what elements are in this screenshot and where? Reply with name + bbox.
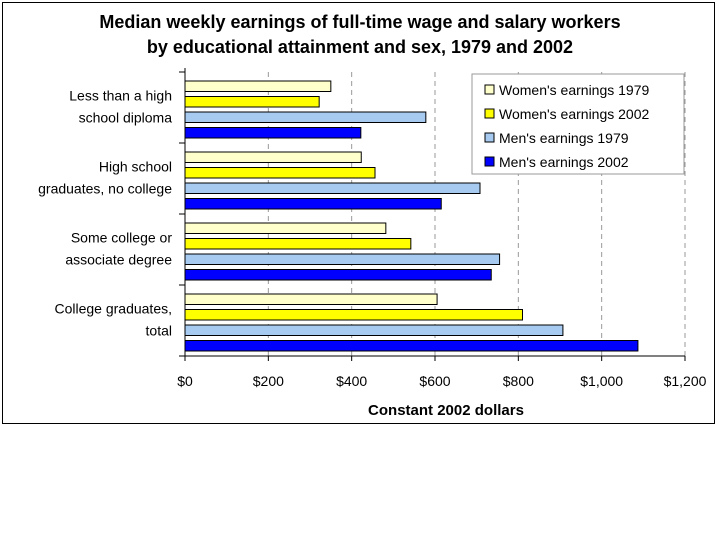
bar <box>184 198 442 210</box>
bar <box>184 80 332 92</box>
bar <box>184 309 523 321</box>
category-label: Some college or <box>71 230 173 246</box>
category-label: College graduates, <box>54 301 172 317</box>
legend-label: Women's earnings 1979 <box>499 82 649 98</box>
x-tick-label: $400 <box>336 373 367 389</box>
category-label: High school <box>99 159 172 175</box>
x-tick-label: $1,200 <box>664 373 707 389</box>
chart-frame <box>2 2 715 424</box>
bar <box>184 253 501 265</box>
bar <box>184 293 438 305</box>
bar <box>184 269 492 281</box>
bar <box>184 96 320 108</box>
bar <box>184 182 481 194</box>
bar <box>184 127 362 139</box>
legend-box <box>471 73 685 175</box>
bar <box>184 111 427 123</box>
x-tick-label: $200 <box>253 373 284 389</box>
chart-subtitle: by educational attainment and sex, 1979 … <box>146 37 574 57</box>
x-tick-label: $0 <box>177 373 193 389</box>
legend-label: Men's earnings 1979 <box>499 130 629 146</box>
legend-swatch <box>484 132 495 143</box>
x-tick-label: $1,000 <box>580 373 623 389</box>
legend-swatch <box>484 156 495 167</box>
bar <box>184 324 564 336</box>
chart-title: Median weekly earnings of full-time wage… <box>99 12 621 32</box>
bar <box>184 222 387 234</box>
category-label: school diploma <box>79 110 173 126</box>
legend-swatch <box>484 84 495 95</box>
category-label: graduates, no college <box>38 181 172 197</box>
bar <box>184 167 376 179</box>
bar <box>184 151 362 163</box>
x-tick-label: $600 <box>419 373 450 389</box>
legend-label: Women's earnings 2002 <box>499 106 649 122</box>
category-label: total <box>146 323 172 339</box>
category-label: Less than a high <box>69 88 172 104</box>
bar <box>184 340 639 352</box>
x-axis-title: Constant 2002 dollars <box>368 402 524 419</box>
category-label: associate degree <box>65 252 172 268</box>
bar <box>184 238 412 250</box>
x-tick-label: $800 <box>503 373 534 389</box>
legend-label: Men's earnings 2002 <box>499 154 629 170</box>
legend-swatch <box>484 108 495 119</box>
